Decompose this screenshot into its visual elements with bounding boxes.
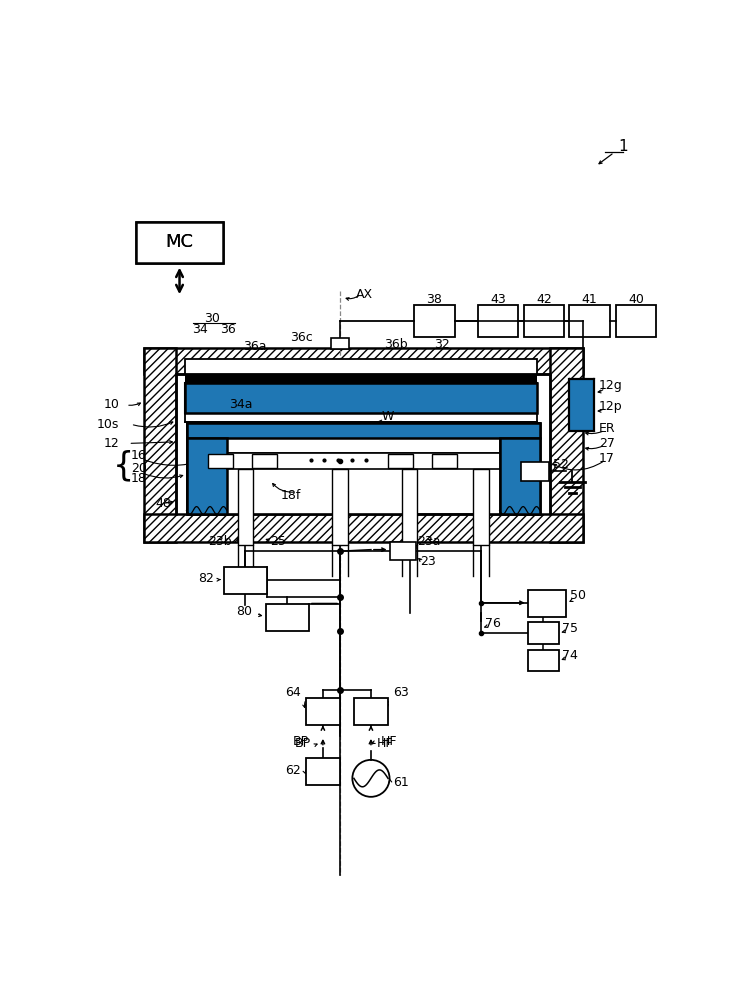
Bar: [569, 379, 594, 431]
Bar: [186, 438, 227, 514]
Bar: [185, 359, 537, 374]
Text: 52: 52: [553, 458, 569, 471]
Bar: [144, 348, 583, 374]
Bar: [524, 305, 564, 337]
Text: 20: 20: [131, 462, 147, 475]
Text: HF: HF: [380, 735, 396, 748]
Text: 62: 62: [286, 764, 301, 777]
Bar: [527, 650, 559, 671]
Bar: [527, 590, 566, 617]
Bar: [569, 305, 610, 337]
Bar: [616, 305, 656, 337]
Text: BP: BP: [292, 735, 309, 748]
Text: 74: 74: [562, 649, 578, 662]
Bar: [527, 622, 559, 644]
Bar: [185, 383, 537, 413]
Text: 36a: 36a: [243, 340, 266, 353]
Text: 16: 16: [131, 449, 147, 462]
Bar: [177, 374, 550, 514]
Text: 12g: 12g: [599, 379, 622, 392]
Bar: [136, 222, 223, 263]
Bar: [569, 379, 594, 431]
Bar: [186, 423, 540, 514]
Text: ER: ER: [599, 422, 616, 434]
Text: 36b: 36b: [384, 338, 408, 351]
Text: BP: BP: [295, 737, 310, 750]
Bar: [227, 453, 500, 514]
Bar: [186, 423, 540, 438]
Text: 18: 18: [131, 472, 147, 485]
Text: W: W: [381, 410, 394, 423]
Text: {: {: [112, 449, 134, 482]
Text: 50: 50: [570, 589, 586, 602]
Bar: [354, 698, 388, 725]
Bar: [306, 698, 340, 725]
Text: AX: AX: [355, 288, 373, 301]
Bar: [144, 348, 177, 542]
Bar: [186, 423, 540, 438]
Bar: [196, 438, 530, 453]
Text: 32: 32: [435, 338, 450, 351]
Bar: [185, 413, 537, 422]
Text: 23a: 23a: [417, 535, 441, 548]
Text: 34: 34: [192, 323, 209, 336]
Text: 42: 42: [536, 293, 552, 306]
Bar: [224, 567, 267, 594]
Text: 18f: 18f: [281, 489, 301, 502]
Text: 40: 40: [628, 293, 644, 306]
Text: 82: 82: [197, 572, 214, 585]
Text: MC: MC: [165, 233, 194, 251]
Text: 48: 48: [156, 497, 171, 510]
Text: 61: 61: [393, 776, 408, 789]
Bar: [332, 469, 348, 545]
Bar: [238, 469, 253, 545]
Bar: [144, 514, 583, 542]
Text: 25: 25: [270, 535, 286, 548]
Text: 36c: 36c: [290, 331, 313, 344]
Bar: [473, 469, 488, 545]
Text: 17: 17: [599, 452, 615, 465]
Bar: [521, 462, 549, 481]
Text: 64: 64: [286, 686, 301, 699]
Text: 75: 75: [562, 622, 578, 635]
Text: 27: 27: [599, 437, 615, 450]
Bar: [185, 383, 537, 413]
Bar: [500, 438, 540, 514]
Bar: [185, 374, 537, 383]
Bar: [266, 604, 309, 631]
Text: 76: 76: [485, 617, 500, 630]
Text: 12: 12: [103, 437, 119, 450]
Bar: [306, 758, 340, 785]
Text: HF: HF: [377, 737, 393, 750]
Bar: [402, 469, 417, 545]
Bar: [252, 454, 278, 468]
Bar: [208, 454, 233, 468]
Text: 12p: 12p: [599, 400, 622, 413]
Text: 23b: 23b: [208, 535, 231, 548]
Text: 23: 23: [420, 555, 436, 568]
Bar: [331, 338, 349, 349]
Text: 43: 43: [490, 293, 506, 306]
Text: 1: 1: [618, 139, 628, 154]
Bar: [500, 438, 540, 514]
Text: 34a: 34a: [229, 398, 253, 411]
Bar: [390, 542, 416, 560]
Bar: [432, 454, 457, 468]
Text: 41: 41: [582, 293, 598, 306]
Text: 38: 38: [426, 293, 442, 306]
Text: 30: 30: [204, 312, 220, 325]
Bar: [550, 348, 583, 542]
Text: 63: 63: [393, 686, 408, 699]
Text: 10s: 10s: [96, 418, 119, 431]
Bar: [414, 305, 455, 337]
Text: MC: MC: [165, 233, 194, 251]
Bar: [388, 454, 413, 468]
Text: 36: 36: [220, 323, 236, 336]
Text: 10: 10: [103, 398, 119, 411]
Bar: [478, 305, 518, 337]
Text: 80: 80: [236, 605, 252, 618]
Bar: [136, 222, 223, 263]
Bar: [186, 438, 227, 514]
